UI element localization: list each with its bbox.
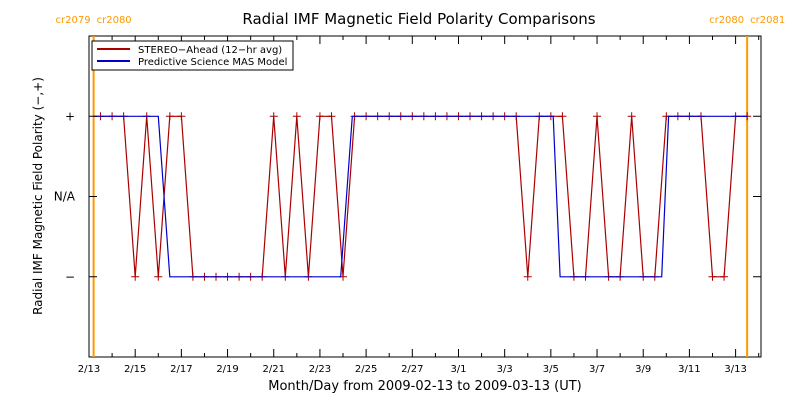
x-tick-label: 3/1 — [450, 364, 466, 375]
data-point-marker — [154, 272, 163, 281]
x-tick-label: 3/11 — [678, 364, 700, 375]
data-point-marker — [131, 272, 140, 281]
y-tick-label: − — [65, 270, 75, 284]
rotation-label-after: cr2081 — [750, 15, 785, 26]
x-tick-label: 2/15 — [124, 364, 146, 375]
chart-title: Radial IMF Magnetic Field Polarity Compa… — [242, 10, 595, 28]
x-tick-label: 2/23 — [309, 364, 331, 375]
y-tick-label: N/A — [54, 190, 76, 204]
x-tick-label: 2/17 — [170, 364, 192, 375]
data-point-marker — [558, 112, 567, 121]
data-point-marker — [720, 272, 729, 281]
data-point-marker — [165, 112, 174, 121]
x-tick-label: 2/25 — [355, 364, 377, 375]
legend: STEREO−Ahead (12−hr avg)Predictive Scien… — [91, 40, 294, 71]
series-line-mas-model — [93, 115, 748, 278]
data-point-marker — [523, 272, 532, 281]
data-point-marker — [327, 112, 336, 121]
y-axis-label: Radial IMF Magnetic Field Polarity (−,+) — [31, 77, 45, 315]
x-tick-label: 2/27 — [401, 364, 423, 375]
data-point-marker — [708, 272, 717, 281]
data-point-marker — [177, 112, 186, 121]
legend-box — [91, 40, 294, 71]
x-tick-label: 2/19 — [216, 364, 238, 375]
legend-entry: STEREO−Ahead (12−hr avg) — [138, 45, 282, 56]
rotation-label-before: cr2080 — [709, 15, 744, 26]
data-point-marker — [269, 112, 278, 121]
x-tick-label: 3/3 — [497, 364, 513, 375]
y-tick-label: + — [65, 109, 75, 123]
data-point-marker — [315, 112, 324, 121]
x-tick-label: 3/7 — [589, 364, 605, 375]
rotation-label-before: cr2079 — [56, 15, 91, 26]
data-point-marker — [593, 112, 602, 121]
rotation-label-after: cr2080 — [97, 15, 132, 26]
x-tick-label: 2/21 — [263, 364, 285, 375]
data-point-marker — [627, 112, 636, 121]
x-tick-label: 3/5 — [543, 364, 559, 375]
x-tick-label: 3/13 — [724, 364, 746, 375]
x-axis-label: Month/Day from 2009-02-13 to 2009-03-13 … — [268, 379, 581, 394]
legend-entry: Predictive Science MAS Model — [138, 57, 287, 68]
x-tick-label: 2/13 — [78, 364, 100, 375]
series-line-stereo-ahead — [100, 115, 748, 278]
x-tick-label: 3/9 — [635, 364, 651, 375]
data-point-marker — [292, 112, 301, 121]
